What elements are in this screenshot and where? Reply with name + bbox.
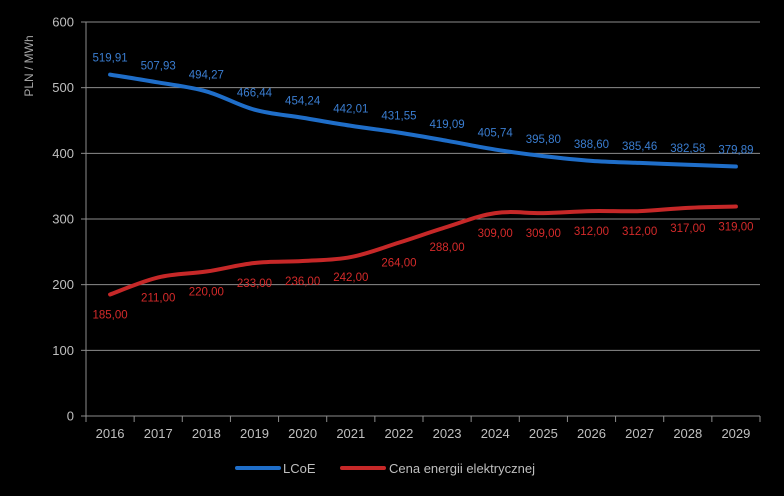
data-label: 264,00 <box>381 258 416 270</box>
x-tick-label: 2026 <box>577 426 606 441</box>
y-tick-label: 100 <box>52 343 74 358</box>
data-label: 382,58 <box>670 143 705 155</box>
series-line-cena-energii <box>108 204 738 297</box>
data-label: 317,00 <box>670 223 705 235</box>
legend: LCoE Cena energii elektrycznej <box>235 461 535 476</box>
data-label: 442,01 <box>333 104 368 116</box>
y-axis-label: PLN / MWh <box>22 35 36 96</box>
series-line-lcoe <box>108 72 738 169</box>
axes: 0 100 200 300 400 500 600 2016 2017 2018 2019 2020 2… <box>52 15 761 441</box>
data-label: 466,44 <box>237 88 273 100</box>
data-label: 405,74 <box>478 128 514 140</box>
x-tick-label: 2017 <box>144 426 173 441</box>
grid-lines <box>86 21 760 351</box>
legend-label: LCoE <box>283 461 316 476</box>
data-label: 519,91 <box>92 53 127 65</box>
data-label: 454,24 <box>285 96 321 108</box>
data-label: 312,00 <box>574 226 609 238</box>
x-tick-label: 2018 <box>192 426 221 441</box>
data-label: 431,55 <box>381 111 416 123</box>
x-tick-label: 2025 <box>529 426 558 441</box>
y-tick-label: 500 <box>52 80 74 95</box>
data-label: 242,00 <box>333 272 368 284</box>
data-label: 507,93 <box>141 60 176 72</box>
data-labels: 519,91 507,93 494,27 466,44 454,24 442,01 431,… <box>92 53 753 322</box>
x-tick-label: 2027 <box>625 426 654 441</box>
data-label: 309,00 <box>526 228 561 240</box>
data-label: 312,00 <box>622 226 657 238</box>
x-tick-label: 2016 <box>96 426 125 441</box>
data-label: 379,89 <box>718 145 753 157</box>
data-label: 395,80 <box>526 134 561 146</box>
data-label: 236,00 <box>285 276 320 288</box>
data-label: 233,00 <box>237 278 272 290</box>
data-label: 388,60 <box>574 139 609 151</box>
x-tick-label: 2028 <box>673 426 702 441</box>
data-label: 309,00 <box>478 228 513 240</box>
x-tick-label: 2023 <box>433 426 462 441</box>
data-label: 288,00 <box>429 242 464 254</box>
y-tick-label: 600 <box>52 15 74 30</box>
data-label: 494,27 <box>189 69 224 81</box>
y-tick-label: 200 <box>52 277 74 292</box>
data-label: 211,00 <box>141 292 175 304</box>
y-tick-label: 300 <box>52 212 74 227</box>
x-tick-label: 2029 <box>721 426 750 441</box>
data-label: 185,00 <box>92 310 127 322</box>
x-tick-label: 2022 <box>384 426 413 441</box>
data-label: 319,00 <box>718 222 753 234</box>
x-tick-label: 2019 <box>240 426 269 441</box>
data-label: 220,00 <box>189 287 224 299</box>
y-tick-label: 400 <box>52 146 74 161</box>
x-tick-label: 2020 <box>288 426 317 441</box>
data-label: 419,09 <box>429 119 464 131</box>
series-lines <box>108 72 738 297</box>
y-tick-label: 0 <box>67 409 74 424</box>
legend-label: Cena energii elektrycznej <box>389 461 535 476</box>
x-tick-label: 2021 <box>336 426 365 441</box>
data-label: 385,46 <box>622 141 657 153</box>
x-tick-label: 2024 <box>481 426 510 441</box>
